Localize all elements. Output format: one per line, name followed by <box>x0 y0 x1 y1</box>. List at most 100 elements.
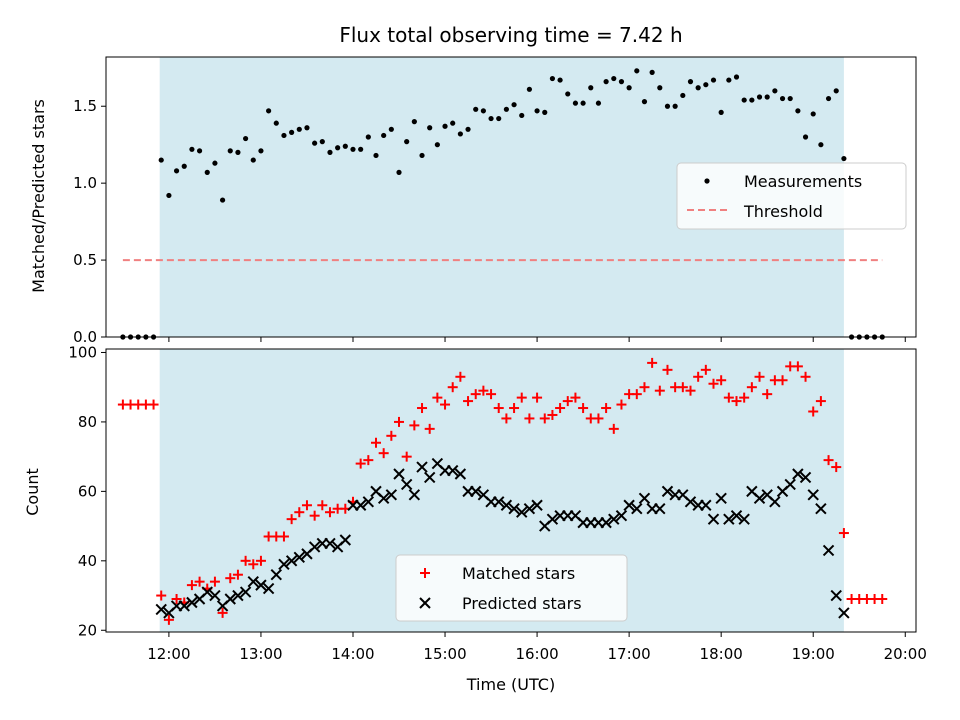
predicted-star-point <box>815 503 827 515</box>
measurement-point <box>266 108 272 114</box>
measurement-point <box>235 149 241 155</box>
measurement-point <box>457 131 463 137</box>
measurement-point <box>319 139 325 145</box>
matched-star-point <box>301 500 312 511</box>
matched-star-point <box>739 392 750 403</box>
matched-star-point <box>463 396 474 407</box>
predicted-star-point <box>293 551 306 564</box>
predicted-star-point <box>516 506 528 518</box>
matched-star-point <box>516 392 527 403</box>
predicted-star-point <box>600 516 612 529</box>
predicted-star-point <box>830 589 842 602</box>
measurement-point <box>534 108 540 114</box>
predicted-star-point <box>470 485 482 498</box>
measurement-point <box>710 77 717 83</box>
predicted-star-point <box>385 489 398 501</box>
predicted-star-point <box>799 471 812 484</box>
measurement-point <box>480 108 486 114</box>
measurement-point <box>726 77 732 83</box>
matched-star-point <box>363 455 374 466</box>
matched-star-point <box>700 364 711 375</box>
matched-star-point <box>639 382 650 393</box>
legend-threshold-label: Threshold <box>743 202 823 221</box>
measurement-point <box>258 148 264 154</box>
predicted-star-point <box>339 534 352 546</box>
matched-star-point <box>608 423 619 434</box>
measurement-point <box>227 148 233 154</box>
matched-star-point <box>455 371 466 382</box>
legend-box <box>676 162 907 230</box>
measurement-point <box>703 82 709 88</box>
chart-title: Flux total observing time = 7.42 h <box>339 23 682 47</box>
matched-star-point <box>662 364 673 375</box>
measurement-point <box>825 95 832 102</box>
measurement-point <box>427 125 433 131</box>
measurement-point <box>810 111 816 117</box>
matched-star-point <box>486 389 497 400</box>
predicted-star-point <box>769 496 781 508</box>
matched-star-point <box>317 500 328 511</box>
measurement-point <box>388 126 394 132</box>
y-tick-label: 20 <box>78 621 97 639</box>
measurement-point <box>680 92 686 99</box>
predicted-star-point <box>262 582 275 595</box>
matched-star-point <box>401 451 412 462</box>
measurement-point <box>841 155 847 162</box>
measurement-point <box>657 85 663 91</box>
matched-star-point <box>371 437 381 448</box>
predicted-star-point <box>615 509 628 522</box>
measurement-point <box>419 152 425 159</box>
measurement-point <box>618 79 625 85</box>
predicted-star-point <box>654 503 666 515</box>
predicted-star-point <box>454 468 467 480</box>
predicted-star-point <box>546 513 559 525</box>
measurement-point <box>787 95 793 102</box>
measurement-point <box>595 100 602 106</box>
ratio-panel: 0.0 0.5 1.0 1.5 Measurements Threshold <box>73 56 917 346</box>
matched-star-point <box>409 420 420 431</box>
predicted-star-point <box>523 503 536 515</box>
matched-star-point <box>355 458 366 469</box>
matched-star-point <box>831 462 842 473</box>
matched-star-point <box>148 399 159 410</box>
predicted-star-point <box>822 544 835 557</box>
predicted-star-point <box>638 492 651 505</box>
matched-star-point <box>225 573 236 584</box>
predicted-star-point <box>684 496 697 508</box>
measurement-point <box>296 126 302 132</box>
measurement-point <box>373 152 379 159</box>
matched-star-point <box>324 507 335 518</box>
measurement-point <box>741 97 747 103</box>
measurement-point <box>404 139 410 145</box>
measurement-point <box>833 88 839 94</box>
measurement-point <box>626 85 632 91</box>
matched-star-point <box>248 559 259 570</box>
predicted-star-point <box>416 461 428 473</box>
measurement-point <box>289 129 295 135</box>
measurement-point <box>580 100 586 106</box>
predicted-star-point <box>232 589 244 602</box>
matched-star-point <box>509 403 520 414</box>
x-tick-label: 12:00 <box>147 645 190 663</box>
measurement-point <box>634 68 640 74</box>
matched-star-point <box>877 594 888 605</box>
y-tick-label: 0.0 <box>73 328 97 346</box>
measurement-point <box>189 146 195 152</box>
matched-star-point <box>163 614 174 625</box>
matched-star-point <box>685 385 696 396</box>
predicted-star-point <box>623 499 635 511</box>
x-tick-label: 16:00 <box>515 645 558 663</box>
count-panel: 20 40 60 80 100 12:00 13:00 14:00 15:00 16:00 17:0… <box>68 343 927 663</box>
matched-star-point <box>792 361 803 372</box>
legend-measurements-marker <box>704 178 710 184</box>
matched-star-point <box>570 392 581 403</box>
predicted-star-point <box>493 496 505 508</box>
matched-star-point <box>631 389 642 400</box>
matched-star-point <box>555 403 566 414</box>
matched-star-point <box>493 403 504 414</box>
measurement-point <box>219 197 226 203</box>
matched-star-point <box>278 531 289 542</box>
matched-star-point <box>601 403 612 414</box>
measurement-point <box>342 143 348 149</box>
